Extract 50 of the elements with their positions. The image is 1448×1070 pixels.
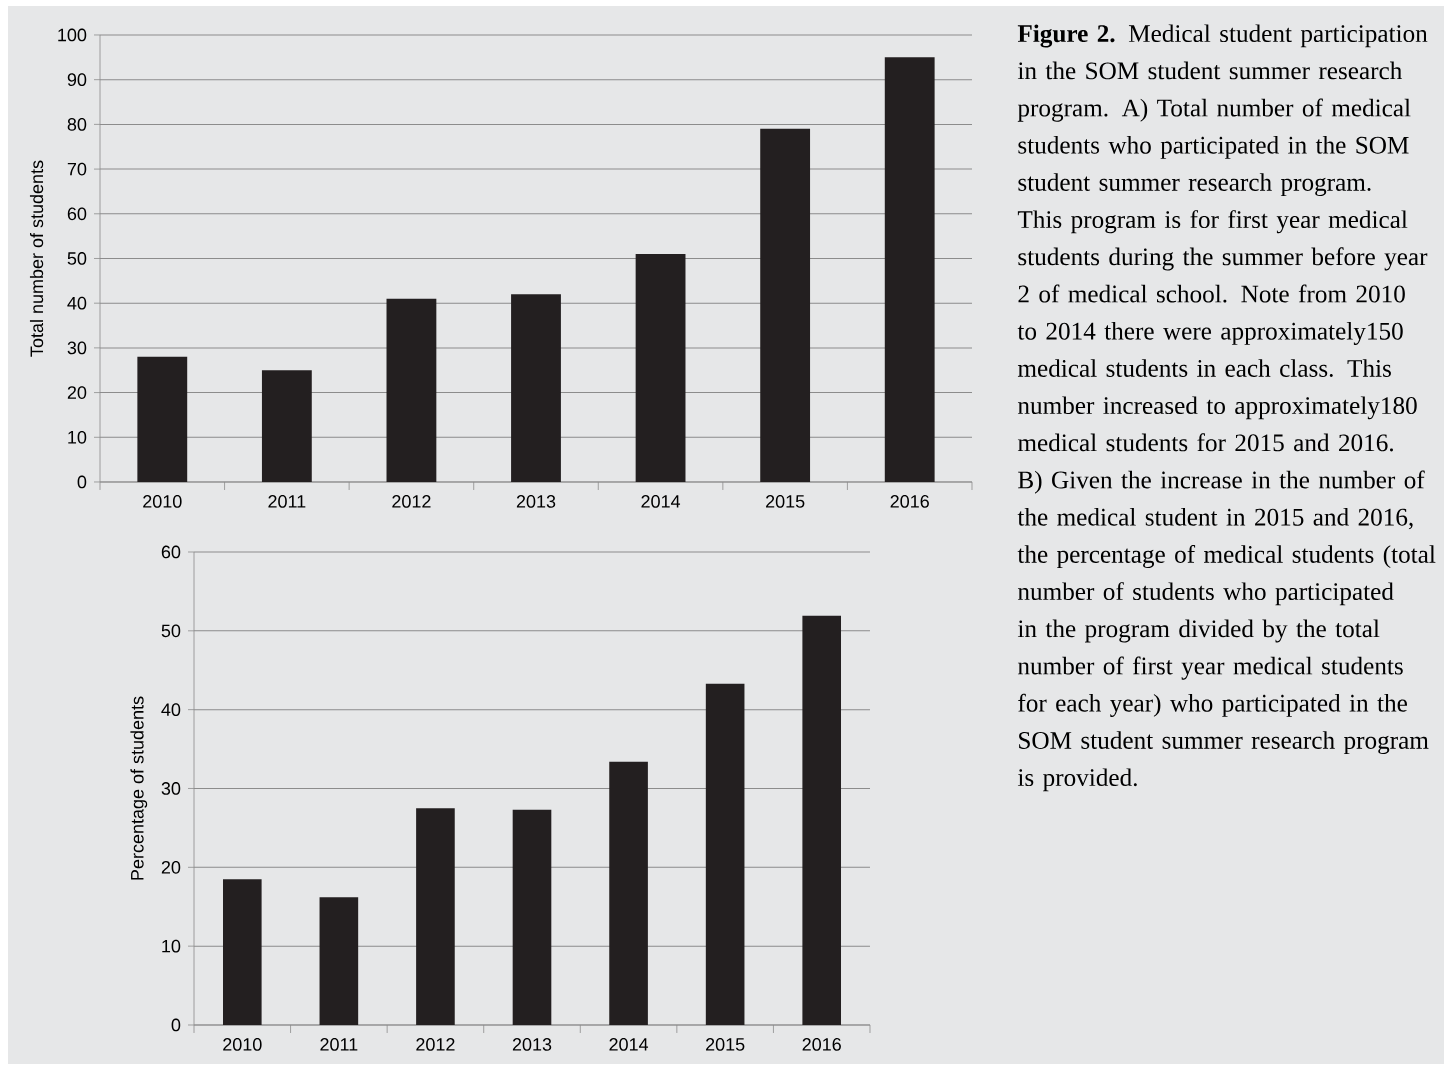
x-tick-label: 2011 [268,495,306,508]
y-tick-label: 50 [161,624,181,638]
x-tick-label: 2010 [143,495,182,508]
y-tick-label: 20 [161,860,181,874]
bar [884,57,935,482]
y-tick-label: 80 [67,118,87,131]
x-tick-label: 2015 [766,495,805,508]
x-tick-label: 2015 [706,1038,745,1051]
y-axis-title: Percentage of students [130,696,148,880]
x-tick-label: 2011 [320,1038,358,1051]
y-tick-label: 10 [68,430,87,444]
x-tick-label: 2013 [512,1038,552,1051]
y-tick-label: 70 [67,162,87,176]
y-tick-label: 50 [67,252,87,265]
text: B) Given the increase in the number of the medical student in 2015 and 2016, the percentage of medical students (total number of students who participated in the program divided by the total number of first year medical students for each year) who participated in the SOM student summer research program is provided. [1017,470,1436,792]
y-tick-label: 90 [67,73,87,87]
x-tick-label: 2014 [609,1038,649,1051]
bar [222,879,262,1025]
y-tick-label: 30 [161,782,181,795]
y-tick-label: 0 [77,475,87,489]
x-tick-label: 2013 [516,495,556,508]
bar [511,294,561,482]
bar [416,808,455,1025]
y-tick-label: 60 [161,545,181,559]
bar [137,356,188,482]
y-tick-label: 30 [67,341,87,355]
x-tick-label: 2016 [890,495,929,508]
x-tick-label: 2012 [416,1038,455,1051]
x-tick-label: 2010 [223,1038,262,1051]
bar [705,683,745,1025]
bar [635,254,686,482]
text: Figure 2. Medical student participation in the SOM student summer research program. A) Total number of medical students who participated in the SOM student summer research program. This program is for first year medical students during the summer before year 2 of medical school. Note from 2010 to 2014 there were approximately150 medical students in each class. This number increased to approximately180 medical students for 2015 and 2016. [1017,24,1428,452]
y-tick-label: 0 [171,1018,181,1032]
y-tick-label: 100 [58,28,87,42]
bar [760,128,811,482]
bar [609,761,648,1025]
bar [386,298,437,482]
x-tick-label: 2014 [641,495,681,508]
y-tick-label: 40 [161,703,181,717]
y-tick-label: 60 [67,207,87,221]
y-axis-title: Total number of students [29,160,44,357]
x-tick-label: 2012 [392,495,431,508]
y-tick-label: 10 [162,939,181,953]
bar [261,370,312,482]
y-tick-label: 40 [67,296,87,310]
x-tick-label: 2016 [802,1038,841,1051]
bar [512,809,552,1025]
y-tick-label: 20 [67,386,87,399]
bar [802,615,842,1025]
bar [319,897,359,1025]
